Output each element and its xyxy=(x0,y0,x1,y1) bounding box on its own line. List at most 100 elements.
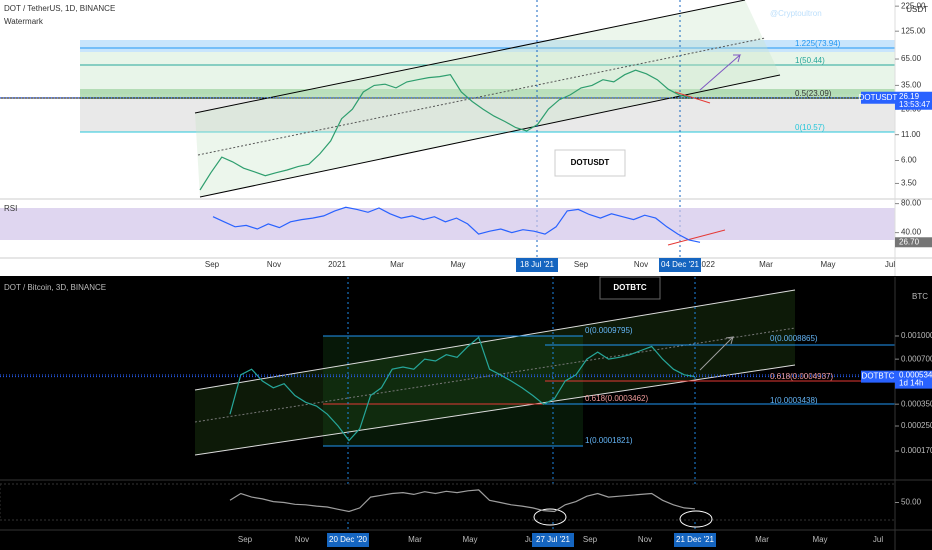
y-tick-label: 6.00 xyxy=(901,156,917,165)
fib-band xyxy=(80,52,895,94)
fib-band xyxy=(80,89,895,99)
x-tick-label: May xyxy=(462,535,477,544)
price-tag xyxy=(895,370,932,389)
last-price: 0.0005348 xyxy=(899,371,932,380)
y-tick-label: 0.0010000 xyxy=(901,331,932,340)
x-tick-label: Sep xyxy=(205,260,220,269)
price-line xyxy=(199,69,691,191)
y-tick-label: 0.0002500 xyxy=(901,421,932,430)
date-marker-label: 04 Dec '21 xyxy=(661,260,700,269)
chart-subtitle: Watermark xyxy=(4,17,44,26)
fib-label: 0(0.0008865) xyxy=(770,334,818,343)
x-tick-label: 2021 xyxy=(328,260,346,269)
y-tick-label: 35.00 xyxy=(901,80,922,89)
fib-band xyxy=(80,99,895,132)
annotation: DOTUSDT xyxy=(571,158,610,167)
currency: BTC xyxy=(912,292,928,301)
channel-mid xyxy=(197,37,766,156)
annotation-box xyxy=(554,149,626,177)
y-tick-label: 40.00 xyxy=(901,228,922,237)
rsi-value: 26.70 xyxy=(899,237,920,246)
arrow xyxy=(699,336,735,371)
fib-box xyxy=(323,336,583,446)
x-tick-label: Jul xyxy=(873,535,883,544)
rsi-band xyxy=(0,208,895,240)
symbol-tag xyxy=(861,370,895,383)
price-line xyxy=(229,336,696,442)
chart-title: DOT / TetherUS, 1D, BINANCE xyxy=(4,4,115,13)
x-tick-label: Nov xyxy=(634,260,648,269)
fib-label: 1(0.0001821) xyxy=(585,436,633,445)
date-marker-label: 18 Jul '21 xyxy=(520,260,555,269)
highlight-ellipse xyxy=(533,508,567,526)
annotation-box xyxy=(599,276,661,300)
x-tick-label: Sep xyxy=(238,535,253,544)
y-tick-label: 0.0007000 xyxy=(901,354,932,363)
symbol-tag xyxy=(861,91,895,104)
y-tick-label: 65.00 xyxy=(901,54,922,63)
x-tick-label: May xyxy=(812,535,827,544)
y-tick-label: 0.0001700 xyxy=(901,446,932,455)
x-tick-label: 2022 xyxy=(697,260,715,269)
x-tick-label: Nov xyxy=(295,535,309,544)
fib-label: 0(10.57) xyxy=(795,123,825,132)
rsi-line xyxy=(229,489,696,513)
x-tick-label: Sep xyxy=(574,260,589,269)
date-marker xyxy=(327,533,369,547)
channel-fill xyxy=(195,0,780,197)
x-tick-label: May xyxy=(450,260,465,269)
countdown: 13:53:47 xyxy=(899,100,931,109)
fib-label: 0.618(0.0004937) xyxy=(770,372,834,381)
chart-title: DOT / Bitcoin, 3D, BINANCE xyxy=(4,283,106,292)
fib-band xyxy=(80,40,895,52)
x-tick-label: Jul xyxy=(525,535,535,544)
trend-line xyxy=(674,91,711,104)
x-tick-label: Jul xyxy=(885,260,895,269)
fib-label: 1(0.0003438) xyxy=(770,396,818,405)
highlight-ellipse xyxy=(679,510,713,528)
y-tick-label: 3.50 xyxy=(901,179,917,188)
x-tick-label: Mar xyxy=(408,535,422,544)
fib-label: 1(50.44) xyxy=(795,56,825,65)
x-tick-label: May xyxy=(820,260,835,269)
rsi-tag xyxy=(895,237,932,248)
trend-line xyxy=(667,229,726,246)
annotation: DOTBTC xyxy=(613,283,647,292)
rsi-label: RSI xyxy=(4,204,17,213)
y-tick-label: 125.00 xyxy=(901,26,926,35)
x-tick-label: Mar xyxy=(755,535,769,544)
date-marker xyxy=(674,533,716,547)
date-marker-label: 27 Jul '21 xyxy=(536,535,571,544)
x-tick-label: Mar xyxy=(759,260,773,269)
fib-label: 1.225(73.94) xyxy=(795,39,841,48)
symbol: DOTBTC xyxy=(862,372,895,381)
last-price: 26.19 xyxy=(899,92,920,101)
currency: USDT xyxy=(906,5,928,14)
y-tick-label: 0.0003500 xyxy=(901,399,932,408)
x-tick-label: Nov xyxy=(267,260,281,269)
date-marker-label: 20 Dec '20 xyxy=(329,535,368,544)
channel-line xyxy=(194,364,796,456)
x-tick-label: Mar xyxy=(390,260,404,269)
rsi-line xyxy=(212,206,701,243)
countdown: 1d 14h xyxy=(899,379,923,388)
x-tick-label: Sep xyxy=(583,535,598,544)
date-marker-label: 21 Dec '21 xyxy=(676,535,715,544)
x-tick-label: Nov xyxy=(638,535,652,544)
y-tick-label: 50.00 xyxy=(901,498,922,507)
channel-line xyxy=(194,289,796,391)
date-marker xyxy=(516,258,558,272)
y-tick-label: 225.00 xyxy=(901,1,926,10)
rsi-band xyxy=(0,483,896,521)
watermark: @Cryptoultron xyxy=(770,9,822,18)
fib-label: 0.618(0.0003462) xyxy=(585,394,649,403)
fib-label: 0.5(23.09) xyxy=(795,89,832,98)
symbol: DOTUSDT xyxy=(859,93,898,102)
date-marker xyxy=(532,533,574,547)
y-tick-label: 80.00 xyxy=(901,199,922,208)
date-marker xyxy=(659,258,701,272)
channel-line xyxy=(194,0,746,114)
price-tag xyxy=(895,91,932,110)
y-tick-label: 11.00 xyxy=(901,130,921,139)
